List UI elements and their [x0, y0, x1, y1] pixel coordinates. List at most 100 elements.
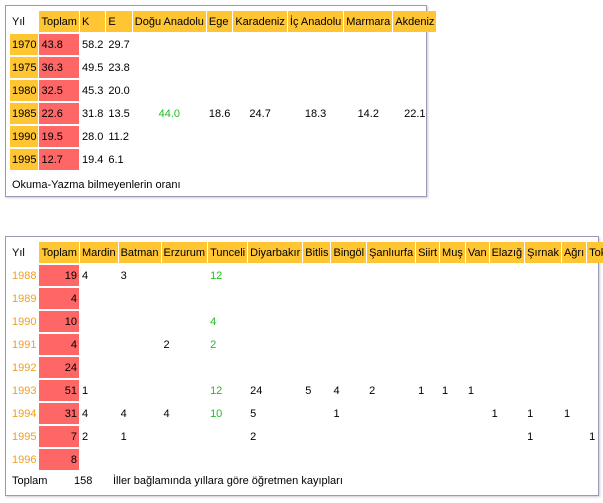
empty-cell: [303, 449, 330, 470]
year-cell: 1991: [12, 338, 37, 351]
value-cell: 10: [210, 407, 223, 420]
empty-cell: [562, 449, 586, 470]
empty-cell: [162, 380, 208, 401]
value-cell: 36.3: [39, 57, 79, 78]
header-cell: Van: [465, 242, 489, 263]
value-cell: 14.2: [357, 107, 379, 120]
empty-cell: [331, 334, 366, 355]
empty-cell: [562, 265, 586, 286]
header-cell: K: [79, 11, 106, 32]
value-cell: 6.1: [108, 153, 124, 166]
teacher-loss-table: Yıl Toplam Mardin Batman Erzurum Tunceli Diyar…: [9, 240, 603, 472]
table-row: 1996 8: [10, 449, 603, 470]
empty-cell: [162, 311, 208, 332]
empty-cell: [416, 288, 439, 309]
empty-cell: [162, 357, 208, 378]
header-cell: Ağrı: [561, 242, 587, 263]
empty-cell: [587, 403, 603, 424]
empty-cell: [80, 449, 118, 470]
empty-cell: [80, 288, 118, 309]
empty-cell: [587, 449, 603, 470]
value-cell: 28.0: [81, 130, 104, 143]
empty-cell: [119, 288, 161, 309]
value-cell: 10: [39, 311, 79, 332]
value-cell: 12.7: [39, 149, 79, 170]
empty-cell: [207, 34, 232, 55]
empty-cell: [587, 357, 603, 378]
value-cell: 2: [369, 384, 376, 397]
header-cell: Muş: [440, 242, 465, 263]
empty-cell: [344, 126, 392, 147]
value-cell: 1: [527, 430, 534, 443]
empty-cell: [440, 311, 465, 332]
empty-cell: [233, 80, 287, 101]
empty-cell: [303, 403, 330, 424]
empty-cell: [440, 426, 465, 447]
empty-cell: [133, 80, 206, 101]
empty-cell: [587, 288, 603, 309]
empty-cell: [303, 265, 330, 286]
header-cell: Mardin: [79, 242, 118, 263]
value-cell: 4: [81, 407, 89, 420]
empty-cell: [344, 149, 392, 170]
header-cell: Siirt: [416, 242, 440, 263]
empty-cell: [119, 380, 161, 401]
empty-cell: [162, 426, 208, 447]
value-cell: 1: [563, 407, 571, 420]
empty-cell: [587, 380, 603, 401]
table-row: 1992 24: [10, 357, 603, 378]
empty-cell: [248, 288, 302, 309]
table-row: 1990 19.5 28.0 11.2: [10, 126, 436, 147]
value-cell: 3: [120, 269, 127, 282]
value-cell: 32.5: [39, 80, 79, 101]
header-cell: Ege: [206, 11, 233, 32]
value-cell: 44.0: [158, 107, 181, 120]
empty-cell: [466, 449, 489, 470]
value-cell: 5: [250, 407, 257, 420]
value-cell: 58.2: [81, 38, 104, 51]
empty-cell: [587, 334, 603, 355]
empty-cell: [416, 265, 439, 286]
year-cell: 1975: [10, 57, 39, 78]
empty-cell: [331, 449, 366, 470]
empty-cell: [119, 357, 161, 378]
empty-cell: [490, 426, 525, 447]
empty-cell: [440, 334, 465, 355]
value-cell: 4: [210, 315, 217, 328]
value-cell: 2: [81, 430, 89, 443]
empty-cell: [466, 311, 489, 332]
table-row: Yıl Toplam Mardin Batman Erzurum Tunceli Diyar…: [10, 242, 603, 263]
value-cell: 23.8: [108, 61, 130, 74]
value-cell: 1: [527, 407, 534, 420]
empty-cell: [587, 311, 603, 332]
empty-cell: [233, 34, 287, 55]
value-cell: 2: [163, 338, 170, 351]
empty-cell: [303, 426, 330, 447]
empty-cell: [525, 380, 561, 401]
header-cell: Toplam: [39, 242, 79, 263]
value-cell: 1: [491, 407, 498, 420]
empty-cell: [416, 357, 439, 378]
empty-cell: [367, 288, 415, 309]
value-cell: 31.8: [81, 107, 104, 120]
table-row: 1988 19 4 3 12: [10, 265, 603, 286]
value-cell: 20.0: [108, 84, 130, 97]
footer-total: 158: [74, 475, 93, 487]
footer-caption: İller bağlamında yıllara göre öğretmen k…: [113, 475, 343, 487]
table-row: 1970 43.8 58.2 29.7: [10, 34, 436, 55]
empty-cell: [288, 126, 343, 147]
empty-cell: [233, 57, 287, 78]
year-cell: 1989: [12, 292, 37, 305]
empty-cell: [331, 357, 366, 378]
empty-cell: [303, 357, 330, 378]
header-cell: Şırnak: [525, 242, 561, 263]
empty-cell: [490, 357, 525, 378]
year-cell: 1970: [10, 34, 39, 55]
teacher-loss-panel: Yıl Toplam Mardin Batman Erzurum Tunceli Diyar…: [5, 236, 603, 496]
value-cell: 1: [467, 384, 474, 397]
header-cell: Karadeniz: [233, 11, 287, 32]
value-cell: 2: [250, 430, 257, 443]
empty-cell: [288, 149, 343, 170]
empty-cell: [303, 334, 330, 355]
footer-label: Toplam: [12, 475, 48, 487]
